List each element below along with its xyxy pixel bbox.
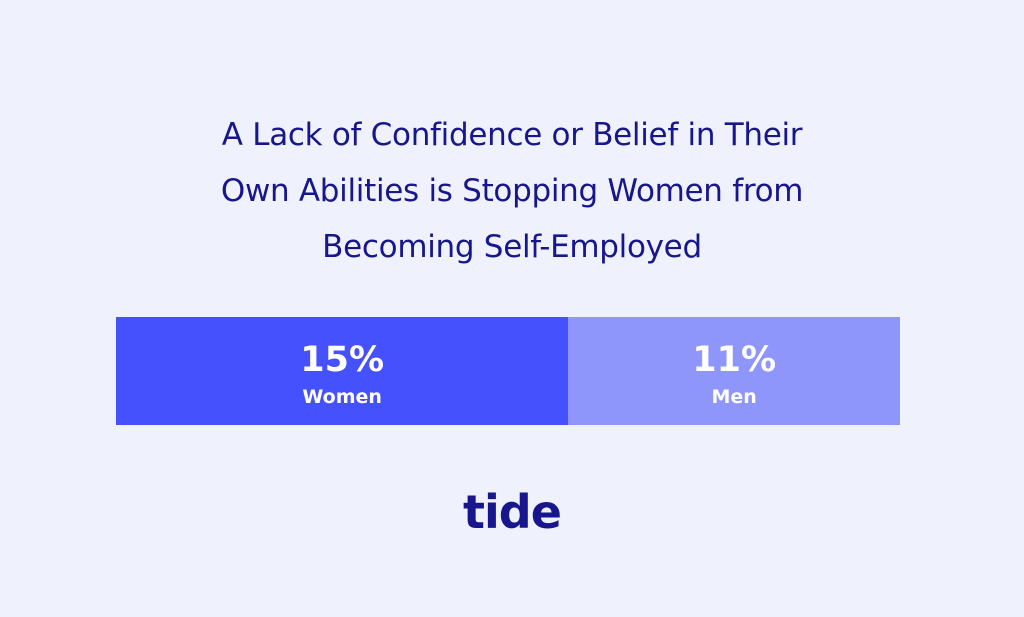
value-label-men: 11% <box>692 340 776 380</box>
category-label-women: Women <box>302 386 382 408</box>
tide-logo: tide <box>463 485 562 539</box>
category-label-men: Men <box>711 386 756 408</box>
stacked-bar-svg: 15% Women 11% Men <box>116 317 900 425</box>
chart-title-line-1: A Lack of Confidence or Belief in Their <box>221 117 803 153</box>
chart-title-line-2: Own Abilities is Stopping Women from <box>220 173 804 209</box>
bar-segment-women <box>116 317 569 425</box>
bar-segment-men <box>568 317 900 425</box>
value-label-women: 15% <box>300 340 384 380</box>
stacked-bar-chart: 15% Women 11% Men <box>116 317 900 425</box>
chart-title-line-3: Becoming Self-Employed <box>322 229 702 265</box>
chart-title: A Lack of Confidence or Belief in Their … <box>112 107 912 275</box>
